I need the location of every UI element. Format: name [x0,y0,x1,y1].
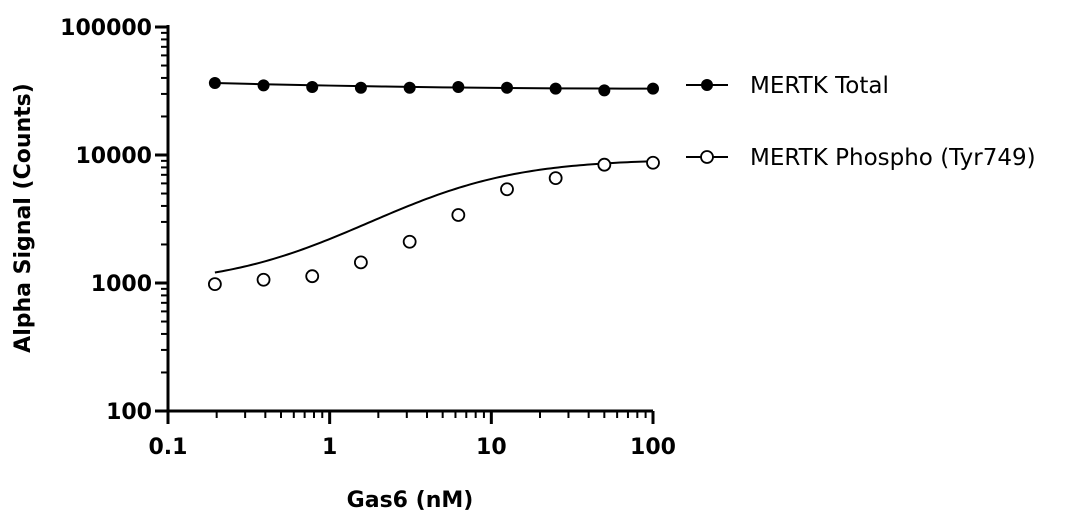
legend-marker-open [700,150,714,164]
mertk-total-point [549,82,562,95]
axes: 0.1 1 10 100 100 1000 10000 100000 [60,16,676,460]
legend: MERTK Total MERTK Phospho (Tyr749) [686,73,1036,171]
mertk-phospho-point [597,157,612,172]
y-axis-title: Alpha Signal (Counts) [11,83,36,353]
x-tick-label: 10 [476,435,507,460]
mertk-phospho-point [207,277,222,292]
x-tick-label: 100 [630,435,676,460]
y-tick-label: 100000 [60,16,152,41]
legend-marker-filled [701,79,713,91]
y-tick-label: 1000 [91,272,152,297]
mertk-total-point [452,80,465,93]
mertk-phospho-point [256,272,271,287]
x-tick-label: 0.1 [149,435,188,460]
mertk-phospho-point [402,234,417,249]
fit-curves [214,82,654,274]
mertk-phospho-point [646,155,660,170]
mertk-phospho-point [305,269,320,284]
mertk-total-point [257,79,270,92]
mertk-total-point [306,80,319,93]
data-points [207,77,660,292]
mertk-total-point [403,81,416,94]
legend-label: MERTK Phospho (Tyr749) [750,145,1036,171]
mertk-total-point [501,81,514,94]
mertk-phospho-fit-curve [214,160,654,274]
legend-label: MERTK Total [750,73,889,99]
x-tick-label: 1 [322,435,337,460]
mertk-total-point [208,77,221,90]
mertk-total-point [647,82,659,95]
x-axis-title: Gas6 (nM) [347,488,474,513]
mertk-total-fit-line [214,82,654,90]
mertk-phospho-point [451,208,466,222]
mertk-phospho-point [353,255,368,270]
mertk-phospho-point [500,182,514,197]
mertk-phospho-point [548,171,563,185]
y-tick-label: 100 [106,400,152,425]
mertk-total-point [598,84,611,97]
mertk-total-point [354,81,367,94]
y-tick-label: 10000 [75,144,152,169]
